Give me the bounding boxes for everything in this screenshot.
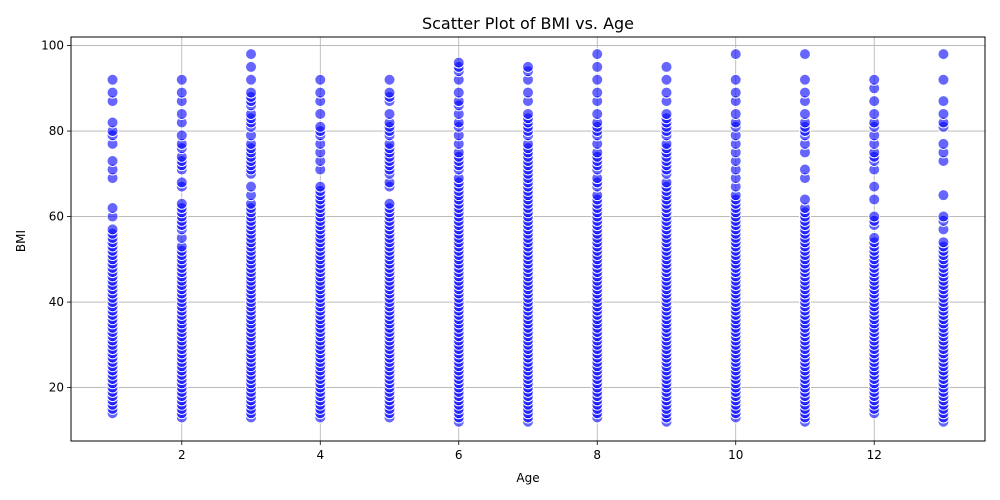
data-point: [868, 107, 881, 120]
data-point: [937, 73, 950, 86]
data-point: [798, 193, 811, 206]
data-point: [729, 48, 742, 61]
data-point: [591, 73, 604, 86]
data-point: [522, 60, 534, 73]
data-point: [660, 86, 673, 99]
data-point: [452, 56, 465, 69]
data-point: [937, 137, 950, 150]
x-tick-label: 8: [593, 448, 601, 462]
data-point: [106, 154, 119, 167]
x-tick-label: 12: [867, 448, 882, 462]
data-point: [798, 86, 811, 99]
data-point: [245, 180, 258, 193]
data-point: [245, 48, 258, 61]
data-point: [798, 48, 811, 61]
data-point: [245, 73, 258, 86]
x-axis-ticks: 2 4 6 8 10 12: [178, 441, 882, 462]
chart-title: Scatter Plot of BMI vs. Age: [422, 14, 634, 33]
data-point: [522, 107, 534, 120]
data-point: [106, 73, 119, 86]
data-point: [868, 180, 881, 193]
data-point: [591, 60, 604, 73]
data-point: [106, 223, 119, 236]
plot-area-frame: [70, 36, 986, 442]
data-point: [383, 197, 396, 210]
x-tick-label: 4: [316, 448, 324, 462]
data-point: [591, 86, 604, 99]
data-point: [729, 107, 742, 120]
y-tick-label: 100: [41, 39, 64, 53]
data-point: [175, 129, 188, 142]
data-point: [175, 73, 188, 86]
data-point: [937, 210, 950, 223]
data-point: [660, 107, 673, 120]
data-point: [314, 73, 327, 86]
data-point: [383, 73, 396, 86]
data-point: [245, 60, 258, 73]
data-point: [729, 73, 742, 86]
data-point: [868, 193, 881, 206]
data-point: [937, 189, 950, 202]
y-tick-label: 40: [49, 295, 64, 309]
x-tick-label: 10: [728, 448, 743, 462]
y-axis-label: BMI: [14, 230, 28, 252]
data-point: [175, 86, 188, 99]
data-point: [245, 86, 258, 99]
data-point: [175, 107, 188, 120]
data-point: [937, 95, 950, 108]
data-point: [798, 163, 811, 176]
data-point: [383, 107, 396, 120]
data-point: [868, 210, 881, 223]
data-point: [106, 86, 119, 99]
data-point: [868, 73, 881, 86]
data-point: [452, 86, 465, 99]
data-points: [106, 48, 950, 428]
y-axis-ticks: 20 40 60 80 100: [41, 39, 71, 395]
data-point: [937, 107, 950, 120]
data-point: [383, 86, 396, 99]
data-point: [798, 73, 811, 86]
x-tick-label: 2: [178, 448, 186, 462]
data-point: [798, 107, 811, 120]
data-point: [729, 86, 742, 99]
y-tick-label: 80: [49, 124, 64, 138]
x-axis-label: Age: [516, 471, 539, 485]
data-point: [314, 86, 327, 99]
data-point: [660, 60, 673, 73]
data-point: [937, 48, 950, 61]
data-point: [175, 176, 188, 189]
data-point: [175, 197, 188, 210]
data-point: [660, 73, 673, 86]
data-point: [106, 116, 119, 129]
y-tick-label: 20: [49, 381, 64, 395]
data-point: [868, 95, 881, 108]
data-point: [591, 107, 604, 120]
data-point: [868, 231, 881, 244]
data-point: [522, 86, 534, 99]
y-tick-label: 60: [49, 210, 64, 224]
data-point: [314, 120, 327, 133]
data-point: [937, 236, 950, 249]
data-point: [314, 180, 327, 193]
x-tick-label: 6: [455, 448, 463, 462]
data-point: [591, 48, 604, 61]
data-point: [106, 202, 119, 215]
data-point: [314, 107, 327, 120]
